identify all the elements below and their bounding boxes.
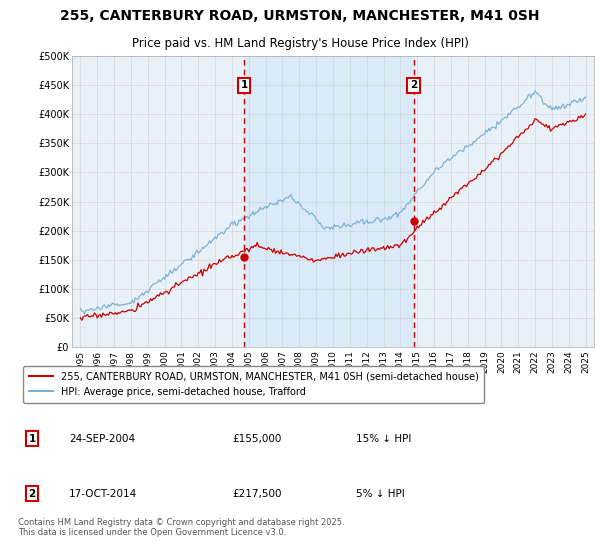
Text: Contains HM Land Registry data © Crown copyright and database right 2025.
This d: Contains HM Land Registry data © Crown c… — [18, 518, 344, 538]
Text: £155,000: £155,000 — [232, 434, 281, 444]
Text: 1: 1 — [28, 434, 36, 444]
Legend: 255, CANTERBURY ROAD, URMSTON, MANCHESTER, M41 0SH (semi-detached house), HPI: A: 255, CANTERBURY ROAD, URMSTON, MANCHESTE… — [23, 366, 484, 403]
Text: 1: 1 — [241, 80, 248, 90]
Text: 255, CANTERBURY ROAD, URMSTON, MANCHESTER, M41 0SH: 255, CANTERBURY ROAD, URMSTON, MANCHESTE… — [60, 8, 540, 22]
Bar — [244, 56, 413, 347]
Text: £217,500: £217,500 — [232, 489, 282, 498]
Text: 2: 2 — [410, 80, 417, 90]
Text: 5% ↓ HPI: 5% ↓ HPI — [356, 489, 405, 498]
Text: Price paid vs. HM Land Registry's House Price Index (HPI): Price paid vs. HM Land Registry's House … — [131, 37, 469, 50]
Text: 17-OCT-2014: 17-OCT-2014 — [69, 489, 137, 498]
Text: 15% ↓ HPI: 15% ↓ HPI — [356, 434, 412, 444]
Text: 2: 2 — [28, 489, 36, 498]
Text: 24-SEP-2004: 24-SEP-2004 — [69, 434, 135, 444]
